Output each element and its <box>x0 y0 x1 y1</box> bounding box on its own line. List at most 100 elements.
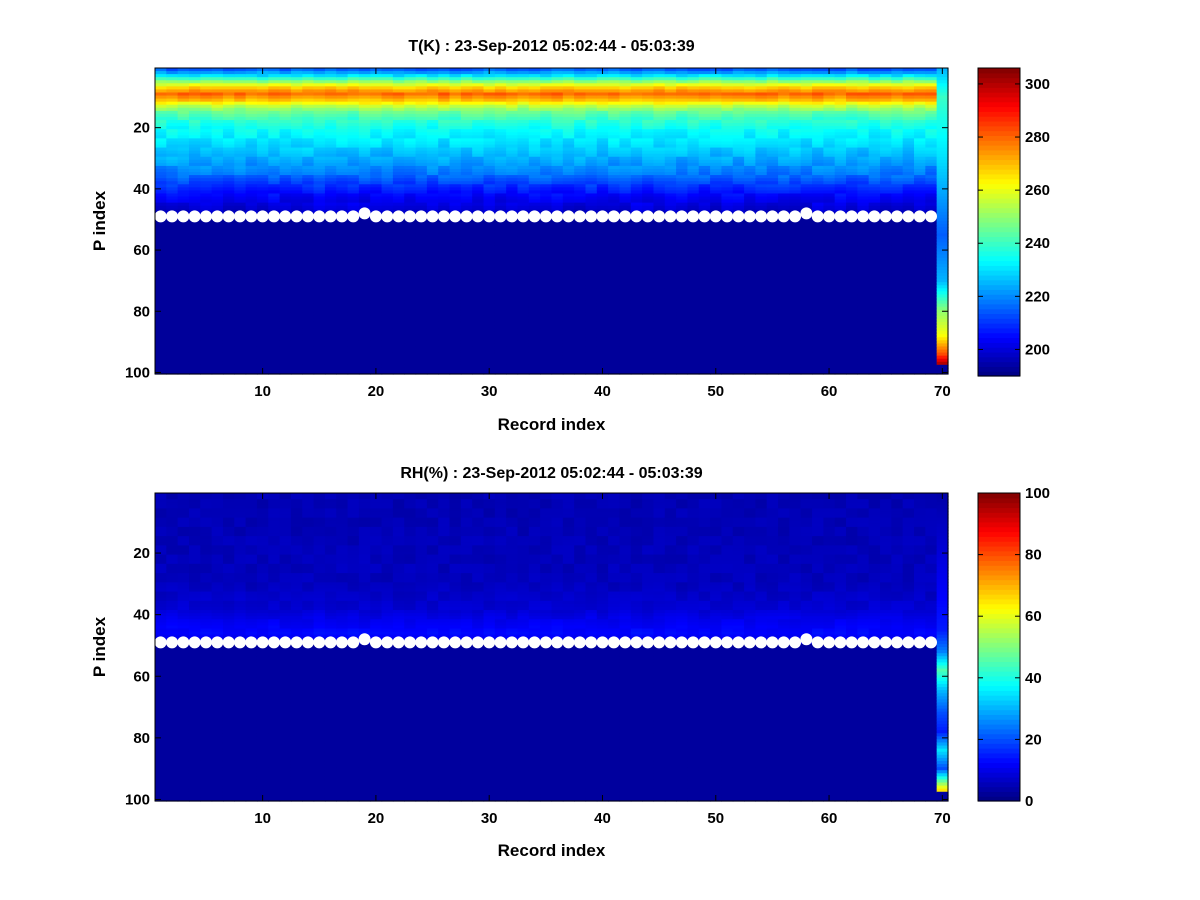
temperature-cell <box>200 309 213 314</box>
temperature-cell <box>313 71 326 75</box>
temperature-cell <box>313 135 326 139</box>
temperature-cell <box>596 104 609 109</box>
temperature-cell <box>234 370 247 375</box>
temperature-cell <box>336 370 349 375</box>
temperature-cell <box>619 80 632 84</box>
temperature-cell <box>596 107 609 112</box>
temperature-cell <box>313 233 326 237</box>
temperature-cell <box>494 162 507 167</box>
temperature-cell <box>358 107 371 112</box>
temperature-cell <box>608 245 621 250</box>
temperature-cell <box>279 104 292 109</box>
temperature-cell <box>222 129 235 133</box>
temperature-cell <box>698 98 711 103</box>
temperature-cell <box>415 279 428 283</box>
temperature-cell <box>155 288 167 292</box>
temperature-cell <box>608 175 621 179</box>
temperature-cell <box>415 123 428 127</box>
temperature-cell <box>177 199 190 204</box>
temperature-cell <box>574 248 587 253</box>
temperature-cell <box>562 107 575 112</box>
temperature-cell <box>630 120 643 124</box>
temperature-cell <box>642 98 655 103</box>
temperature-cell <box>528 98 541 103</box>
temperature-cell <box>392 245 405 250</box>
temperature-cell <box>630 227 643 231</box>
temperature-cell <box>177 162 190 167</box>
temperature-cell <box>449 349 462 354</box>
temperature-cell <box>234 86 247 91</box>
temperature-cell <box>290 168 303 173</box>
temperature-cell <box>177 110 190 115</box>
temperature-cell <box>608 107 621 112</box>
temperature-cell <box>483 98 496 103</box>
temperature-cell <box>188 309 201 314</box>
temperature-cell <box>517 346 530 351</box>
temperature-cell <box>630 352 643 357</box>
temperature-cell <box>608 251 621 256</box>
temperature-cell <box>290 364 303 369</box>
temperature-cell <box>426 107 439 112</box>
temperature-cell <box>472 227 485 231</box>
temperature-cell <box>404 254 417 259</box>
temperature-cell <box>619 233 632 237</box>
temperature-cell <box>460 153 473 158</box>
temperature-cell <box>358 230 371 234</box>
temperature-cell <box>358 358 371 363</box>
temperature-cell <box>551 184 564 188</box>
temperature-cell <box>279 282 292 286</box>
temperature-cell <box>642 104 655 109</box>
temperature-cell <box>494 251 507 256</box>
temperature-cell <box>438 190 451 195</box>
temperature-cell <box>358 367 371 372</box>
temperature-cell <box>653 269 666 274</box>
temperature-cell <box>302 123 315 127</box>
temperature-cell <box>155 257 167 262</box>
temperature-cell <box>347 159 360 164</box>
temperature-cell <box>200 224 213 228</box>
temperature-cell <box>562 337 575 341</box>
temperature-cell <box>358 297 371 302</box>
temperature-cell <box>687 126 700 130</box>
temperature-cell <box>268 224 281 228</box>
temperature-cell <box>653 132 666 136</box>
temperature-cell <box>415 328 428 332</box>
temperature-cell <box>166 269 179 274</box>
temperature-cell <box>483 175 496 179</box>
temperature-cell <box>392 98 405 103</box>
temperature-cell <box>166 141 179 146</box>
temperature-cell <box>211 224 224 228</box>
temperature-cell <box>392 80 405 84</box>
temperature-cell <box>358 120 371 124</box>
temperature-cell <box>596 202 609 207</box>
temperature-cell <box>483 129 496 133</box>
temperature-cell <box>245 156 258 161</box>
temperature-cell <box>404 251 417 256</box>
temperature-cell <box>358 74 371 78</box>
temperature-cell <box>370 260 383 265</box>
temperature-cell <box>347 86 360 91</box>
temperature-cell <box>710 86 723 91</box>
temperature-cell <box>687 367 700 372</box>
temperature-cell <box>336 297 349 302</box>
temperature-cell <box>540 156 553 161</box>
temperature-cell <box>676 89 689 94</box>
temperature-cell <box>630 107 643 112</box>
temperature-cell <box>426 248 439 253</box>
temperature-cell <box>506 352 519 357</box>
temperature-cell <box>155 153 167 158</box>
temperature-cell <box>166 224 179 228</box>
temperature-cell <box>630 254 643 259</box>
temperature-cell <box>200 285 213 289</box>
temperature-cell <box>392 294 405 299</box>
temperature-cell <box>585 340 598 344</box>
temperature-cell <box>698 162 711 167</box>
temperature-cell <box>460 364 473 369</box>
temperature-cell <box>687 309 700 314</box>
temperature-cell <box>290 110 303 115</box>
temperature-cell <box>290 236 303 240</box>
temperature-cell <box>392 361 405 366</box>
temperature-cell <box>517 172 530 176</box>
temperature-cell <box>415 175 428 179</box>
temperature-cell <box>438 95 451 100</box>
